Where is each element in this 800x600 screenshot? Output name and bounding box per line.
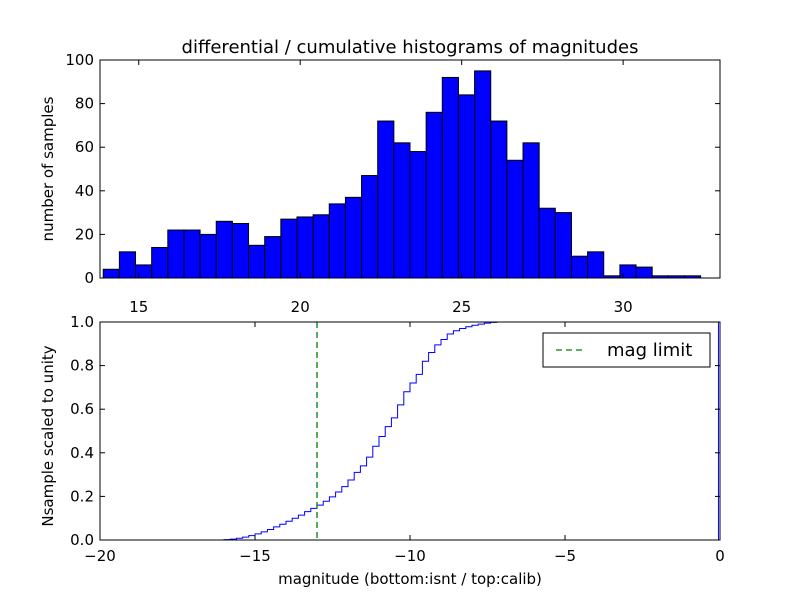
histogram-bar bbox=[248, 244, 266, 279]
top-axes-frame bbox=[99, 59, 721, 279]
top-y-ticks: 0 20 40 60 80 100 bbox=[65, 51, 720, 287]
histogram-bar bbox=[151, 246, 169, 279]
bottom-y-ticks: 0.0 0.2 0.4 0.6 0.8 1.0 bbox=[70, 313, 720, 549]
y-tick-label: 0.8 bbox=[70, 357, 94, 375]
y-tick-label: 40 bbox=[75, 182, 94, 200]
histogram-bar bbox=[538, 207, 556, 279]
histogram-bar bbox=[425, 111, 443, 279]
histogram-bar bbox=[361, 175, 379, 279]
y-tick-label: 20 bbox=[75, 225, 94, 243]
top-y-axis-label: number of samples bbox=[39, 96, 57, 241]
histogram-bar bbox=[328, 203, 346, 279]
histogram-bar bbox=[118, 251, 137, 279]
y-tick-label: 0 bbox=[84, 269, 94, 287]
histogram-bar bbox=[457, 94, 476, 279]
histogram-bar bbox=[231, 223, 250, 279]
y-tick-label: 100 bbox=[65, 51, 94, 69]
top-histogram-axes: differential / cumulative histograms of … bbox=[39, 37, 721, 316]
x-tick-label: 30 bbox=[614, 298, 633, 316]
histogram-bar bbox=[619, 264, 637, 279]
histogram-bar bbox=[135, 264, 153, 279]
x-tick-label: −10 bbox=[394, 547, 426, 565]
histogram-bars bbox=[102, 70, 702, 279]
x-tick-label: 25 bbox=[452, 298, 471, 316]
histogram-bar bbox=[554, 212, 572, 279]
legend-entry-mag-limit: mag limit bbox=[607, 340, 692, 361]
histogram-bar bbox=[312, 214, 330, 279]
histogram-bar bbox=[167, 229, 185, 279]
histogram-bar bbox=[199, 233, 217, 279]
histogram-bar bbox=[409, 151, 427, 279]
legend: mag limit bbox=[542, 332, 711, 368]
histogram-bar bbox=[183, 229, 201, 279]
histogram-bar bbox=[344, 196, 363, 279]
bottom-y-axis-label: Nsample scaled to unity bbox=[39, 345, 57, 526]
histogram-bar bbox=[474, 70, 492, 279]
x-tick-label: −5 bbox=[554, 547, 576, 565]
histogram-bar bbox=[635, 266, 653, 279]
histogram-bar bbox=[393, 142, 411, 279]
histogram-bar bbox=[490, 120, 508, 279]
bottom-cumulative-axes: 0.0 0.2 0.4 0.6 0.8 1.0 −20 −15 −10 −5 0 magnitud… bbox=[39, 313, 725, 588]
histogram-bar bbox=[280, 218, 298, 279]
histogram-bar bbox=[296, 216, 314, 279]
histogram-bar bbox=[506, 159, 524, 279]
histogram-bar bbox=[215, 220, 233, 279]
histogram-bar bbox=[264, 236, 282, 279]
y-tick-label: 0.6 bbox=[70, 400, 94, 418]
histogram-bar bbox=[377, 120, 395, 279]
histogram-bar bbox=[102, 268, 120, 279]
histogram-bar bbox=[587, 251, 605, 279]
bottom-x-axis-label: magnitude (bottom:isnt / top:calib) bbox=[278, 570, 542, 588]
x-tick-label: 0 bbox=[715, 547, 725, 565]
cumulative-step-line bbox=[100, 321, 719, 541]
top-x-ticks: 15 20 25 30 bbox=[129, 60, 633, 316]
x-tick-label: 20 bbox=[291, 298, 310, 316]
y-tick-label: 0.0 bbox=[70, 531, 94, 549]
histogram-bar bbox=[441, 76, 459, 279]
histogram-bar bbox=[522, 142, 540, 279]
x-tick-label: −15 bbox=[239, 547, 271, 565]
y-tick-label: 80 bbox=[75, 95, 94, 113]
x-tick-label: 15 bbox=[129, 298, 148, 316]
y-tick-label: 1.0 bbox=[70, 313, 94, 331]
x-tick-label: −20 bbox=[84, 547, 116, 565]
chart-title: differential / cumulative histograms of … bbox=[182, 37, 639, 58]
bottom-x-ticks: −20 −15 −10 −5 0 bbox=[84, 322, 725, 565]
histogram-bar bbox=[570, 255, 589, 279]
y-tick-label: 0.4 bbox=[70, 444, 94, 462]
y-tick-label: 0.2 bbox=[70, 487, 94, 505]
y-tick-label: 60 bbox=[75, 138, 94, 156]
